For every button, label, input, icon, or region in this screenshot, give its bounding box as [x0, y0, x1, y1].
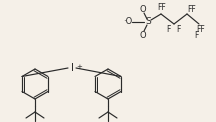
- Text: S: S: [145, 17, 151, 26]
- Text: FF: FF: [158, 2, 166, 11]
- Text: O: O: [140, 5, 146, 14]
- Text: FF: FF: [188, 5, 196, 14]
- Text: FF: FF: [197, 25, 205, 34]
- Text: O: O: [140, 30, 146, 40]
- Text: F: F: [176, 25, 180, 35]
- Text: +: +: [76, 64, 82, 70]
- Text: ·O: ·O: [123, 17, 133, 26]
- Text: F: F: [194, 31, 198, 41]
- Text: F: F: [166, 25, 170, 35]
- Text: I: I: [70, 63, 73, 73]
